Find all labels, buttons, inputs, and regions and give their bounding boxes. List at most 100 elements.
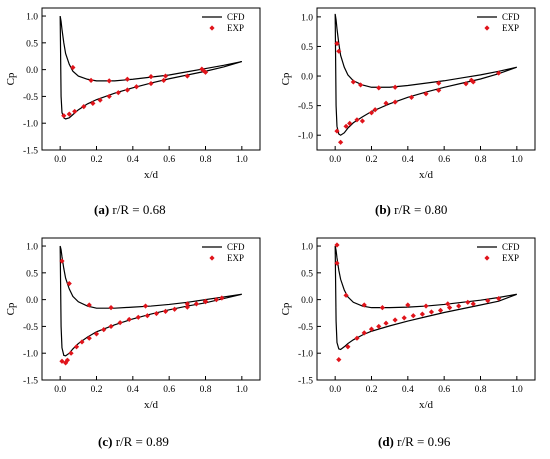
legend-cfd-label-c: CFD (227, 242, 245, 252)
exp-point-a-4 (148, 73, 154, 80)
x-tick-label-c-0: 0.0 (54, 385, 66, 395)
y-tick-label-a-2: -0.5 (23, 93, 38, 103)
x-axis-label-a: x/d (144, 169, 159, 181)
legend-exp-label-b: EXP (502, 23, 519, 33)
exp-point-d-14 (361, 330, 367, 336)
exp-point-c-21 (153, 310, 160, 317)
x-tick-label-b-3: 0.6 (438, 155, 450, 165)
x-tick-label-a-3: 0.6 (163, 155, 175, 165)
exp-point-d-17 (383, 320, 389, 326)
x-tick-label-c-3: 0.6 (163, 385, 175, 395)
x-tick-label-d-3: 0.6 (438, 385, 450, 395)
series-cfd-line-b (334, 13, 518, 136)
caption-a: (a) r/R = 0.68 (94, 202, 166, 218)
panel-c: 0.0 0.2 0.4 0.6 0.8 1.0 -1.5 -1.0 -0.5 0.0 0.5 1.0 x… (5, 237, 261, 411)
exp-point-c-10 (68, 350, 74, 356)
caption-c-label: (c) (98, 434, 113, 449)
y-tick-label-c-0: -1.5 (23, 377, 38, 387)
exp-point-a-20 (184, 73, 190, 79)
y-tick-label-a-3: 0.0 (26, 66, 38, 76)
y-tick-label-b-3: 0.5 (301, 43, 313, 53)
x-tick-label-b-0: 0.0 (329, 155, 341, 165)
x-tick-label-a-2: 0.4 (127, 155, 139, 165)
legend-cfd-label-a: CFD (227, 12, 245, 22)
caption-a-text: r/R = 0.68 (109, 202, 166, 217)
y-tick-label-a-4: 0.5 (26, 39, 38, 49)
y-tick-label-b-0: -1.0 (298, 132, 313, 142)
caption-c: (c) r/R = 0.89 (98, 434, 169, 450)
exp-point-d-6 (423, 303, 429, 309)
caption-a-label: (a) (94, 202, 110, 217)
x-tick-label-c-4: 0.8 (200, 385, 212, 395)
exp-point-d-11 (336, 357, 342, 363)
y-axis-label-b: Cp (280, 72, 292, 85)
exp-point-a-8 (61, 113, 67, 119)
x-tick-label-b-2: 0.4 (402, 155, 414, 165)
exp-point-b-23 (463, 81, 469, 87)
exp-point-b-16 (368, 110, 375, 116)
exp-point-a-11 (81, 103, 87, 110)
y-tick-label-b-4: 1.0 (301, 13, 313, 23)
x-axis-label-d: x/d (419, 399, 434, 411)
exp-point-c-19 (135, 314, 141, 320)
y-axis-label-d: Cp (280, 302, 292, 315)
exp-point-b-21 (423, 91, 429, 97)
legend-exp-swatch-b (484, 25, 490, 31)
y-tick-label-b-2: 0.0 (301, 73, 313, 83)
legend-exp-label-c: EXP (227, 253, 244, 263)
x-tick-label-b-5: 1.0 (511, 155, 523, 165)
exp-point-c-25 (193, 301, 200, 307)
caption-b-text: r/R = 0.80 (390, 202, 448, 217)
x-tick-label-b-4: 0.8 (475, 155, 487, 165)
x-tick-label-c-1: 0.2 (91, 385, 103, 395)
exp-point-d-19 (401, 315, 407, 321)
caption-d-text: r/R = 0.96 (393, 434, 451, 449)
exp-point-b-22 (436, 87, 442, 93)
exp-point-a-15 (115, 90, 121, 96)
exp-point-d-0 (334, 242, 340, 248)
exp-point-b-20 (408, 94, 415, 100)
exp-point-c-4 (142, 303, 149, 309)
exp-point-c-23 (172, 306, 178, 312)
exp-point-d-26 (470, 301, 476, 307)
exp-point-a-16 (124, 87, 130, 93)
y-tick-label-a-1: -1.0 (23, 120, 38, 130)
plot-frame-c (41, 237, 261, 381)
x-tick-label-a-0: 0.0 (54, 155, 66, 165)
exp-point-c-11 (73, 344, 80, 350)
series-cfd-line-c (59, 245, 242, 357)
caption-b: (b) r/R = 0.80 (375, 202, 447, 218)
panel-d: 0.0 0.2 0.4 0.6 0.8 1.0 -1.5 -1.0 -0.5 0.0 0.5 1.0 x… (280, 237, 536, 411)
exp-point-d-18 (392, 317, 398, 323)
x-tick-label-d-5: 1.0 (511, 385, 523, 395)
x-tick-label-b-1: 0.2 (366, 155, 378, 165)
exp-point-a-12 (90, 100, 96, 106)
exp-point-c-12 (79, 339, 85, 345)
exp-point-b-5 (392, 84, 398, 90)
x-axis-label-b: x/d (419, 169, 434, 181)
exp-point-a-10 (72, 108, 78, 115)
exp-point-a-21 (202, 69, 209, 75)
exp-point-b-0 (334, 40, 340, 47)
exp-point-c-15 (101, 327, 107, 333)
exp-point-a-1 (88, 77, 94, 83)
y-tick-label-d-0: -1.5 (298, 377, 313, 387)
plot-frame-a (41, 7, 261, 151)
exp-point-c-20 (144, 313, 150, 319)
y-tick-label-a-5: 1.0 (26, 13, 38, 23)
exp-point-b-15 (359, 118, 366, 124)
y-tick-label-c-2: -0.5 (23, 323, 38, 333)
exp-point-c-16 (108, 323, 114, 330)
y-tick-label-d-5: 1.0 (301, 243, 313, 253)
exp-point-d-23 (437, 307, 444, 313)
y-tick-label-a-0: -1.5 (23, 147, 38, 157)
exp-point-d-25 (456, 303, 462, 309)
exp-point-d-9 (485, 298, 491, 304)
exp-point-a-2 (106, 78, 112, 84)
exp-point-b-18 (383, 100, 389, 106)
exp-point-b-11 (338, 139, 344, 145)
exp-point-c-22 (162, 308, 169, 315)
legend-cfd-label-d: CFD (502, 242, 520, 252)
caption-b-label: (b) (375, 202, 391, 217)
